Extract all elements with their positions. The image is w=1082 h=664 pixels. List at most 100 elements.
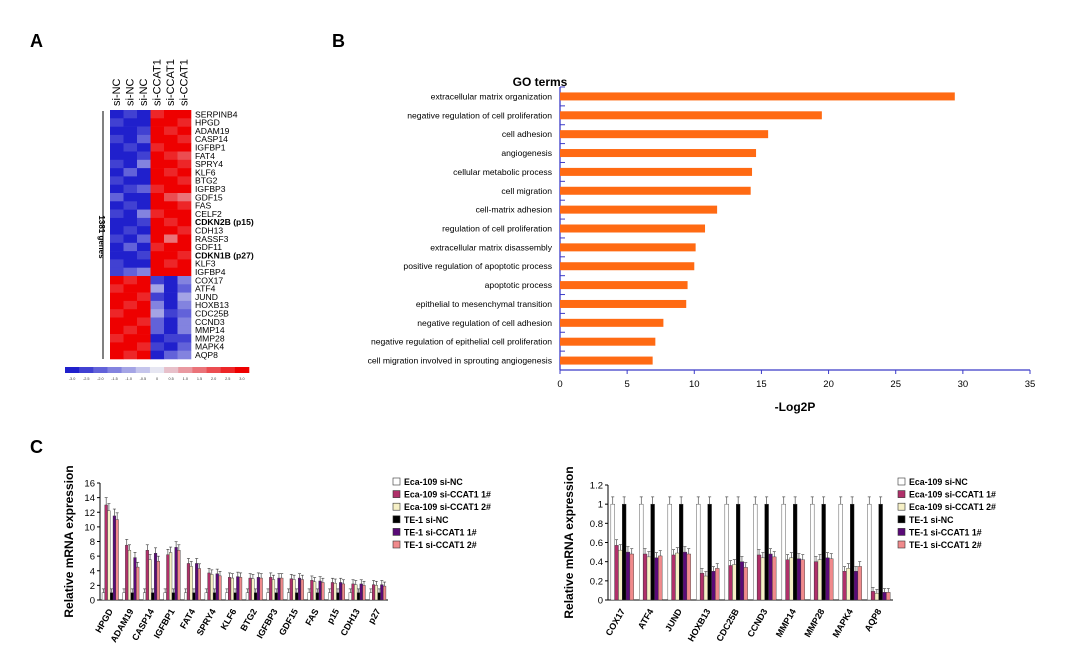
downregulated-genes-qpcr-chart: 0 0.2 0.4 0.6 0.8 1 1.2 Relative mRNA expressio… bbox=[562, 466, 996, 643]
bar-category-label: COX17 bbox=[604, 607, 627, 638]
bar-mark bbox=[753, 503, 758, 601]
heatmap-cell bbox=[150, 317, 165, 327]
heatmap-cell bbox=[110, 317, 124, 327]
go-x-tick-label: 20 bbox=[823, 379, 834, 390]
heatmap-cell bbox=[164, 176, 178, 185]
heatmap-legend-tick: -3.0 bbox=[69, 377, 76, 381]
bar-mark bbox=[215, 573, 219, 601]
heatmap-cell bbox=[123, 176, 138, 185]
heatmap-cell bbox=[164, 325, 178, 335]
bar-mark bbox=[756, 554, 762, 601]
heatmap-row-label: CDKN1B (p27) bbox=[195, 250, 254, 260]
heatmap-legend-tick: 0 bbox=[156, 377, 158, 381]
heatmap-cell bbox=[123, 267, 138, 277]
heatmap-cell bbox=[150, 143, 165, 152]
heatmap-legend-swatch bbox=[206, 367, 221, 373]
bar-mark bbox=[646, 556, 651, 601]
bar-category-label: CDH13 bbox=[338, 607, 361, 638]
bar-mark bbox=[230, 577, 234, 601]
bar-mark bbox=[658, 555, 663, 601]
bar-mark bbox=[351, 583, 355, 601]
heatmap-row-label: HOXB13 bbox=[195, 300, 229, 310]
heatmap-cell bbox=[137, 201, 151, 210]
heatmap-cell bbox=[110, 134, 124, 144]
bar-mark bbox=[192, 592, 196, 601]
heatmap-cell bbox=[164, 259, 178, 268]
heatmap-cell bbox=[177, 110, 192, 119]
heatmap-cell bbox=[123, 110, 138, 119]
bar-mark bbox=[166, 554, 170, 601]
bar-mark bbox=[254, 592, 258, 601]
heatmap-legend-swatch bbox=[164, 367, 179, 373]
bar-mark bbox=[280, 577, 284, 601]
panel-c-label: C bbox=[30, 437, 43, 457]
bar-y-tick-label: 12 bbox=[84, 508, 95, 519]
go-x-axis-label: -Log2P bbox=[775, 400, 816, 414]
heatmap-legend-tick: 2.5 bbox=[225, 377, 230, 381]
heatmap-legend-swatch bbox=[65, 367, 80, 373]
legend-label: Eca-109 si-CCAT1 2# bbox=[909, 502, 996, 512]
go-term-label: cellular metabolic process bbox=[453, 167, 552, 177]
heatmap-row-label: CDH13 bbox=[195, 226, 223, 236]
heatmap-cell bbox=[150, 267, 165, 277]
heatmap-cell bbox=[123, 284, 138, 293]
bar-category-label: MMP14 bbox=[774, 607, 798, 639]
heatmap-cell bbox=[110, 126, 124, 136]
bar-mark bbox=[838, 503, 843, 601]
go-term-label: extracellular matrix organization bbox=[431, 91, 553, 101]
heatmap-cell bbox=[177, 151, 192, 161]
heatmap-cell bbox=[137, 176, 151, 185]
heatmap-cell bbox=[137, 350, 151, 360]
heatmap-cell bbox=[150, 193, 165, 202]
bar-mark bbox=[793, 503, 798, 601]
legend-swatch bbox=[897, 515, 906, 524]
legend-label: TE-1 si-CCAT1 1# bbox=[909, 527, 982, 537]
heatmap-legend-swatch bbox=[234, 367, 250, 373]
heatmap-cell bbox=[110, 350, 124, 360]
bar-mark bbox=[271, 579, 276, 601]
bar-mark bbox=[307, 592, 311, 601]
heatmap-row-label: RASSF3 bbox=[195, 234, 229, 244]
heatmap-cell bbox=[177, 118, 192, 127]
bar-mark bbox=[174, 547, 178, 601]
bar-mark bbox=[675, 552, 680, 601]
legend-swatch bbox=[897, 490, 906, 498]
heatmap-cell bbox=[110, 342, 124, 351]
heatmap-cell bbox=[150, 251, 165, 260]
heatmap-cell bbox=[123, 126, 138, 136]
bar-mark bbox=[313, 581, 317, 601]
heatmap-cell bbox=[150, 176, 165, 185]
bar-mark bbox=[715, 568, 720, 601]
heatmap-cell bbox=[137, 284, 151, 293]
bar-mark bbox=[156, 561, 160, 601]
legend-label: Eca-109 si-CCAT1 1# bbox=[404, 490, 491, 500]
heatmap-row-label: MMP14 bbox=[195, 325, 225, 335]
bar-mark bbox=[768, 553, 773, 601]
heatmap-cell bbox=[150, 134, 165, 144]
heatmap-cell bbox=[177, 126, 192, 136]
heatmap-cell bbox=[137, 234, 151, 244]
heatmap-cell bbox=[123, 159, 138, 169]
go-term-bar bbox=[560, 337, 656, 346]
heatmap-cell bbox=[177, 276, 192, 285]
heatmap-cell bbox=[177, 251, 192, 260]
bar-mark bbox=[107, 510, 111, 601]
heatmap-row-label: JUND bbox=[195, 292, 218, 302]
bar-y-tick-label: 1.2 bbox=[590, 481, 603, 492]
bar-mark bbox=[667, 503, 672, 601]
bar-mark bbox=[372, 584, 376, 601]
heatmap-cell bbox=[137, 193, 151, 202]
bar-mark bbox=[383, 585, 387, 601]
heatmap-legend-tick: 0.5 bbox=[169, 377, 174, 381]
bar-category-label: HOXB13 bbox=[686, 607, 713, 643]
bar-category-label: SPRY4 bbox=[195, 607, 218, 637]
heatmap-cell bbox=[137, 251, 151, 260]
go-term-label: cell migration involved in sprouting ang… bbox=[368, 356, 552, 366]
heatmap-cell bbox=[164, 292, 178, 302]
heatmap-side-label: 1381 genes bbox=[97, 215, 106, 259]
legend-label: Eca-109 si-CCAT1 1# bbox=[909, 490, 996, 500]
bar-mark bbox=[789, 557, 794, 601]
heatmap-cell bbox=[177, 159, 192, 169]
bar-mark bbox=[195, 563, 199, 601]
heatmap-cell bbox=[110, 226, 124, 235]
